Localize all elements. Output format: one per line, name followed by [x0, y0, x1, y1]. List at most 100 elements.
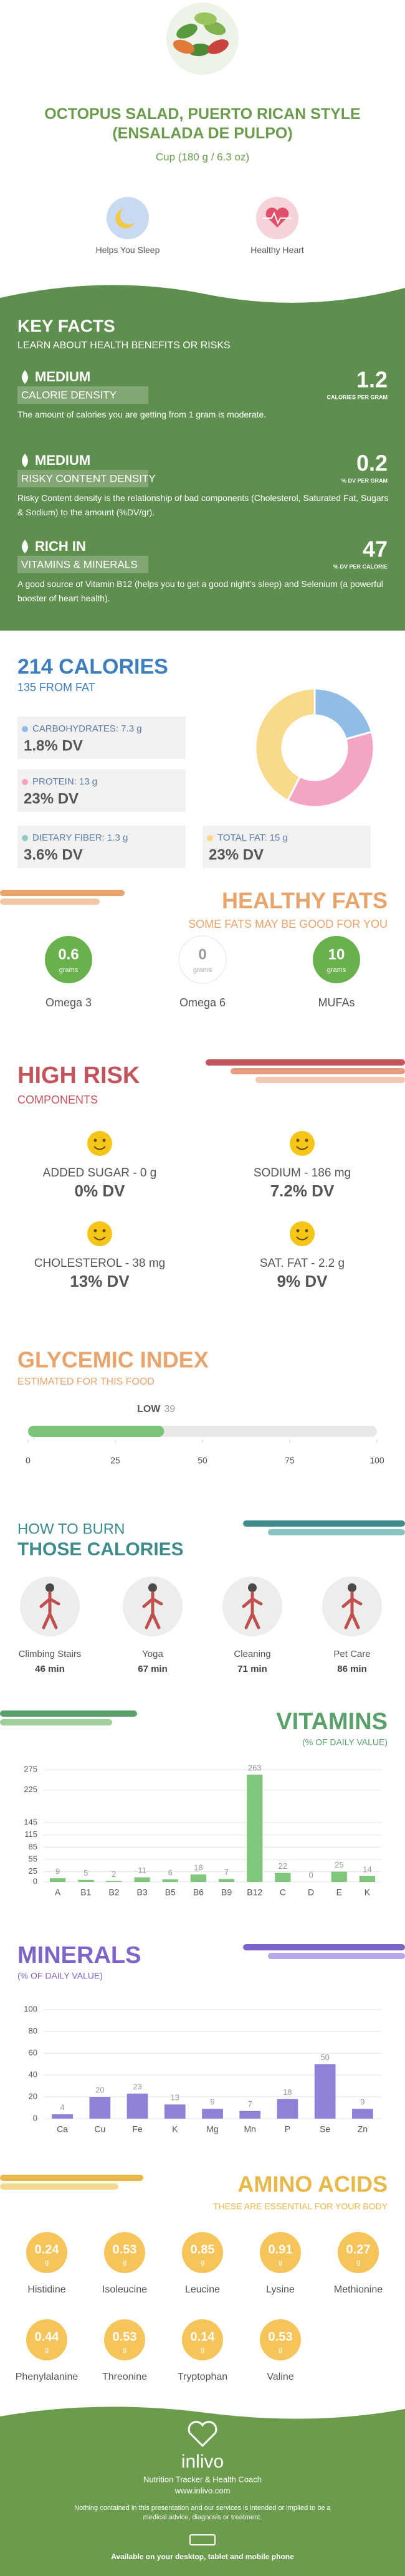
gauge-bar — [28, 1426, 164, 1437]
decor-stripe — [231, 1068, 405, 1074]
y-tick-label: 55 — [29, 1854, 37, 1863]
fact-icon — [22, 540, 28, 553]
fact-text-box: The amount of calories you are getting f… — [17, 409, 266, 419]
value-label: 20 — [95, 2085, 104, 2094]
value-label: 22 — [279, 1861, 287, 1871]
x-tick-label: 0 — [26, 1456, 31, 1466]
value-label: 50 — [320, 2053, 329, 2062]
fat-unit: grams — [193, 966, 212, 974]
device-icon — [189, 2534, 216, 2545]
amino-badge — [260, 2319, 301, 2360]
value-label: 13 — [171, 2093, 179, 2102]
fact-unit: CALORIES PER GRAM — [326, 394, 388, 400]
amino-value: 0.53 — [113, 2243, 137, 2256]
smiley-eye — [305, 1138, 308, 1142]
amino-unit: g — [123, 2259, 126, 2266]
x-tick-label: Zn — [358, 2124, 368, 2134]
section-subtitle: LEARN ABOUT HEALTH BENEFITS OR RISKS — [17, 340, 231, 351]
value-label: 6 — [168, 1868, 173, 1877]
smiley — [290, 1131, 315, 1156]
x-tick-label: 100 — [369, 1456, 384, 1466]
amino-badge — [104, 2232, 145, 2273]
amino-unit: g — [279, 2346, 282, 2354]
decor-stripe — [268, 1953, 405, 1959]
nutrient-box — [202, 826, 371, 868]
y-tick-label: 115 — [24, 1829, 37, 1839]
section-title: KEY FACTS — [17, 316, 115, 335]
fact-icon — [22, 454, 28, 467]
y-tick-label: 275 — [24, 1764, 37, 1773]
y-tick-label: 20 — [29, 2091, 37, 2101]
smiley-mouth — [296, 1236, 308, 1241]
amino-badge — [26, 2232, 67, 2273]
decor-stripe — [0, 1719, 112, 1725]
nutrient-box — [17, 717, 186, 759]
decor-stripe — [243, 1520, 405, 1527]
amino-name: Phenylalanine — [16, 2372, 79, 2382]
benefit-label: Helps You Sleep — [95, 245, 160, 255]
fat-name: MUFAs — [318, 996, 355, 1009]
footer-tagline: Nutrition Tracker & Health Coach — [143, 2474, 262, 2484]
activity-time: 67 min — [138, 1664, 168, 1674]
section-subtitle: THOSE CALORIES — [17, 1539, 184, 1560]
fact-text-box: Risky Content density is the relationshi… — [17, 493, 388, 517]
fat-value: 0 — [198, 946, 206, 963]
x-tick-label: B9 — [221, 1887, 232, 1897]
amino-value: 0.53 — [269, 2330, 293, 2344]
decor-stripe — [255, 1077, 405, 1083]
nutrient-dv: 23% DV — [209, 846, 264, 863]
activity-name: Pet Care — [333, 1649, 370, 1659]
smiley-eye — [102, 1229, 106, 1233]
activity-figure — [39, 1591, 60, 1629]
pie-slice — [254, 687, 316, 802]
fat-unit: grams — [327, 966, 346, 974]
nutrient-label: PROTEIN: 13 g — [32, 776, 97, 787]
benefit-label: Healthy Heart — [250, 245, 304, 255]
chart-title: 214 CALORIES — [17, 655, 168, 679]
fact-level: MEDIUM — [35, 369, 90, 384]
fat-value: 10 — [328, 946, 345, 963]
pie-slice — [286, 730, 375, 808]
serving: Cup (180 g / 6.3 oz) — [156, 151, 249, 163]
smiley-eye — [102, 1138, 106, 1142]
value-label: 11 — [138, 1866, 146, 1875]
activity-head — [45, 1583, 54, 1592]
amino-name: Tryptophan — [178, 2372, 227, 2382]
legend-dot — [22, 835, 28, 841]
y-tick-label: 25 — [29, 1866, 37, 1876]
amino-unit: g — [45, 2346, 49, 2354]
smiley-eye — [93, 1229, 97, 1233]
x-tick-label: K — [364, 1887, 371, 1897]
risk-label: SAT. FAT - 2.2 g — [260, 1257, 345, 1270]
fact-level: RICH IN — [35, 538, 86, 554]
nutrient-box — [17, 826, 186, 868]
fat-value: 0.6 — [58, 946, 79, 963]
amino-unit: g — [356, 2259, 360, 2266]
value-label: 14 — [363, 1864, 371, 1874]
y-tick-label: 85 — [29, 1842, 37, 1851]
bar — [247, 1774, 263, 1882]
food-leaf — [207, 39, 229, 54]
amino-value: 0.91 — [269, 2243, 293, 2256]
fat-badge — [313, 936, 360, 983]
bar — [162, 1879, 178, 1882]
smiley — [87, 1131, 112, 1156]
risk-dv: 0% DV — [75, 1181, 126, 1200]
fact-value: 0.2 — [356, 451, 388, 476]
activity-name: Cleaning — [234, 1649, 270, 1659]
amino-name: Threonine — [102, 2372, 147, 2382]
fact-label: CALORIE DENSITY — [21, 389, 117, 401]
amino-unit: g — [201, 2259, 204, 2266]
x-tick-label: B2 — [108, 1887, 119, 1897]
bar — [164, 2104, 186, 2119]
amino-value: 0.14 — [191, 2330, 216, 2344]
decor-stripe — [0, 899, 100, 905]
fat-name: Omega 6 — [179, 996, 226, 1009]
title-box: OCTOPUS SALAD, PUERTO RICAN STYLE (ENSAL… — [44, 105, 360, 142]
fact-label-bg — [17, 556, 148, 573]
fact-unit: % DV PER CALORIE — [333, 563, 388, 570]
value-label: 4 — [60, 2102, 64, 2112]
smiley-mouth — [93, 1146, 106, 1150]
